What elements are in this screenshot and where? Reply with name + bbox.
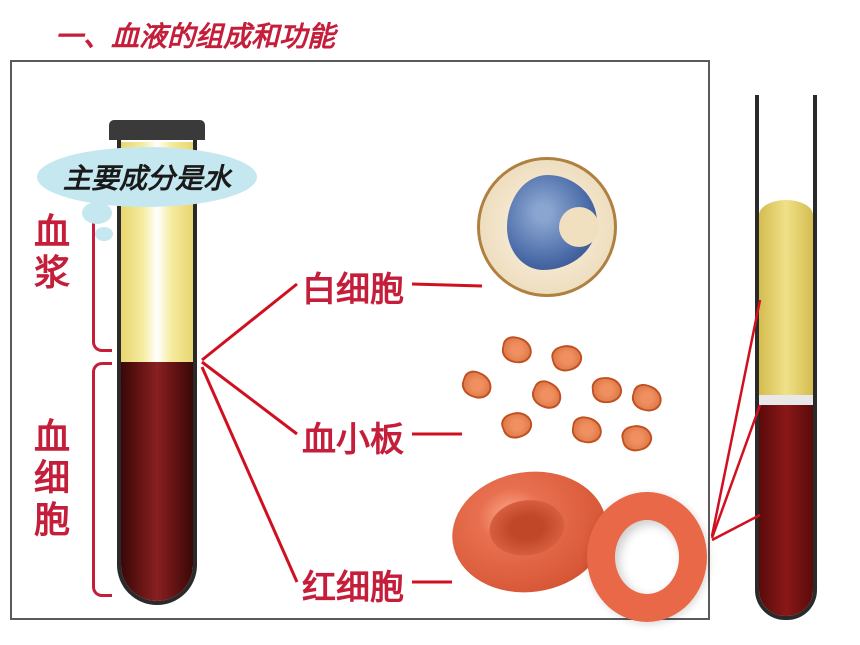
- platelet: [620, 422, 655, 454]
- rbc-disc: [444, 462, 614, 602]
- bubble-tail-1: [82, 202, 112, 224]
- small-tube-outline: [755, 95, 817, 620]
- tube-cap: [109, 120, 205, 140]
- bubble-body: 主要成分是水: [37, 147, 257, 207]
- section-title: 一、血液的组成和功能: [55, 15, 335, 55]
- cells-char-2: 细: [34, 458, 70, 499]
- white-blood-cell-illustration: [477, 157, 617, 297]
- cells-brace: [92, 362, 112, 597]
- rbc-label: 红细胞: [302, 560, 404, 609]
- platelet: [528, 377, 566, 413]
- platelet: [549, 342, 585, 375]
- platelet: [458, 368, 495, 403]
- cells-char-3: 胞: [34, 500, 70, 541]
- plasma-char-2: 浆: [34, 253, 70, 294]
- wbc-label: 白细胞: [302, 262, 404, 311]
- platelet: [500, 335, 534, 366]
- red-blood-cells-illustration: [442, 462, 722, 642]
- wbc-nucleus-notch: [559, 207, 599, 247]
- platelet: [498, 408, 535, 443]
- cells-char-1: 血: [34, 417, 70, 458]
- platelet: [629, 382, 665, 415]
- plasma-char-1: 血: [34, 212, 70, 253]
- diagram-panel: 主要成分是水 血 浆 血 细 胞 白细胞 血小板 红细胞: [10, 60, 710, 620]
- bubble-tail-2: [95, 227, 113, 241]
- platelet: [570, 415, 603, 445]
- plasma-vlabel: 血 浆: [34, 212, 70, 295]
- rbc-ring: [587, 492, 707, 622]
- platelet-label: 血小板: [302, 412, 404, 461]
- bubble-text: 主要成分是水: [63, 157, 231, 197]
- platelet: [591, 376, 623, 405]
- platelets-illustration: [452, 337, 662, 457]
- thought-bubble: 主要成分是水: [37, 147, 257, 217]
- cells-vlabel: 血 细 胞: [34, 417, 70, 541]
- small-test-tube: [755, 95, 817, 620]
